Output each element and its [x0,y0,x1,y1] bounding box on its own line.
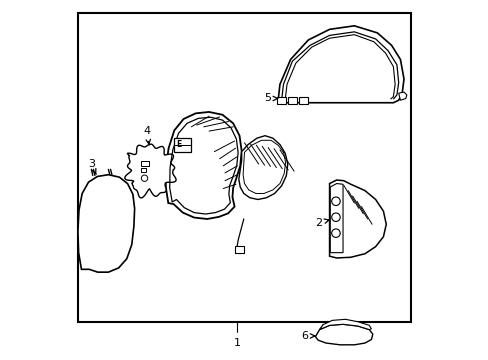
Text: 6: 6 [301,331,314,341]
Circle shape [331,229,340,238]
Text: 5: 5 [264,94,277,103]
Text: 3: 3 [88,159,96,174]
Polygon shape [278,26,403,103]
Text: E: E [176,140,182,149]
Polygon shape [165,112,241,219]
Polygon shape [124,144,176,198]
Text: 1: 1 [233,338,241,348]
Bar [141,161,148,166]
Bar [298,98,307,104]
Bar [287,98,296,104]
Polygon shape [315,324,372,345]
Bar [141,168,145,172]
Circle shape [331,197,340,206]
Circle shape [141,175,147,181]
Polygon shape [78,175,134,272]
Text: 2: 2 [315,217,328,228]
Circle shape [331,213,340,221]
Bar [277,98,286,104]
Polygon shape [238,136,287,199]
Polygon shape [329,180,386,258]
Text: 4: 4 [143,126,150,144]
Polygon shape [319,319,370,329]
Bar [78,13,410,322]
Bar [174,138,191,152]
Polygon shape [329,184,343,253]
Bar [234,246,244,253]
Polygon shape [398,92,406,100]
